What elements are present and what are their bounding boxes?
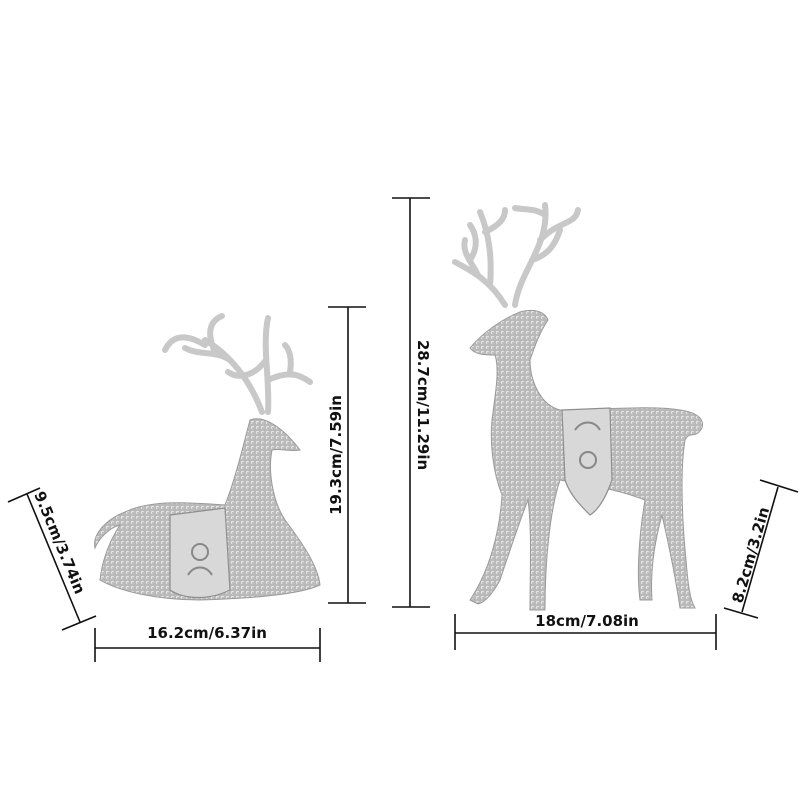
antler-right [512, 202, 581, 308]
dimension-standing-height: 28.7cm/11.29in [392, 197, 432, 608]
standing-deer-depth-label: 8.2cm/3.2in [729, 505, 774, 605]
dimension-lying-height: 19.3cm/7.59in [327, 306, 366, 604]
standing-deer-figurine [452, 202, 704, 611]
lying-deer-saddle [169, 507, 231, 599]
standing-deer-saddle [561, 407, 613, 516]
lying-deer-width-label: 16.2cm/6.37in [147, 624, 267, 642]
antler-left [162, 313, 265, 415]
dimension-standing-depth: 8.2cm/3.2in [723, 479, 799, 619]
antler-right [225, 315, 313, 415]
lying-deer-figurine [94, 313, 321, 601]
standing-deer-width-label: 18cm/7.08in [535, 612, 639, 630]
lying-deer-height-label: 19.3cm/7.59in [327, 395, 345, 515]
lying-deer-body [94, 418, 321, 601]
dimension-standing-width: 18cm/7.08in [454, 612, 717, 650]
dimension-lying-depth: 9.5cm/3.74in [7, 487, 97, 631]
lying-deer-depth-label: 9.5cm/3.74in [30, 489, 88, 597]
standing-deer-height-label: 28.7cm/11.29in [414, 340, 432, 470]
dimension-lying-width: 16.2cm/6.37in [94, 624, 321, 662]
antler-left [452, 207, 508, 308]
